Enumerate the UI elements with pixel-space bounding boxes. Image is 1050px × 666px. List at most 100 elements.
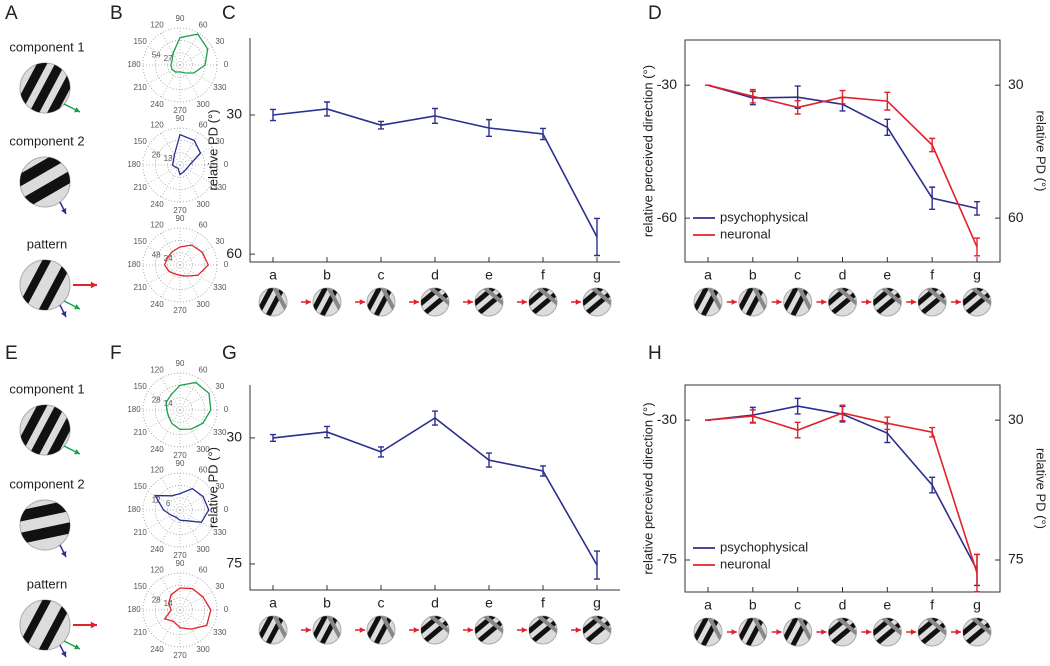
- legend-label: neuronal: [720, 226, 771, 241]
- polar-theta-label: 210: [133, 528, 147, 537]
- polar-theta-label: 30: [215, 237, 224, 246]
- stripe: [738, 288, 762, 316]
- polar-polygon: [165, 381, 212, 431]
- polar-spoke: [161, 477, 181, 511]
- x-tick-label: a: [704, 267, 712, 283]
- arrow-head: [731, 629, 737, 635]
- stripe: [529, 288, 557, 316]
- panel-letter: G: [222, 343, 237, 364]
- polar-theta-label: 120: [150, 120, 164, 129]
- x-tick-label: c: [378, 267, 385, 283]
- stripe: [529, 288, 557, 316]
- error-bar: [884, 91, 891, 111]
- polar-spoke: [147, 509, 181, 529]
- y2-tick-label: 60: [1008, 209, 1024, 225]
- polar-spoke: [179, 132, 199, 166]
- error-bar: [270, 108, 276, 122]
- arrow-head: [521, 627, 527, 633]
- stripe: [744, 618, 767, 646]
- arrow-head: [74, 449, 80, 455]
- polar-theta-label: 300: [196, 200, 210, 209]
- stripe: [873, 618, 902, 646]
- error-bar: [749, 88, 756, 104]
- polar-theta-label: 30: [215, 37, 224, 46]
- polar-theta-label: 150: [133, 237, 147, 246]
- polar-theta-label: 270: [173, 106, 187, 115]
- polar-theta-label: 270: [173, 651, 187, 660]
- polar-theta-label: 240: [150, 200, 164, 209]
- polar-theta-label: 0: [224, 260, 229, 269]
- stripe: [783, 288, 806, 316]
- polar-spoke: [161, 577, 181, 611]
- polar-r-label: 28: [152, 596, 161, 605]
- error-bar: [540, 127, 546, 141]
- arrow-head: [359, 627, 365, 633]
- stripe: [918, 618, 947, 646]
- legend-label: neuronal: [720, 556, 771, 571]
- error-bar: [432, 410, 438, 426]
- stripe: [475, 616, 503, 644]
- error-bar: [884, 118, 891, 136]
- error-bar: [749, 409, 756, 423]
- stripe: [694, 618, 717, 646]
- error-bar: [486, 452, 492, 468]
- y-tick-label: -30: [657, 76, 677, 92]
- stripe: [583, 288, 611, 316]
- panel-letter: D: [648, 3, 662, 24]
- polar-spoke: [161, 264, 181, 298]
- arrow-head: [866, 629, 872, 635]
- polar-r-label: 14: [164, 399, 173, 408]
- polar-polygon: [153, 487, 210, 523]
- polar-spoke: [147, 164, 181, 184]
- x-tick-label: b: [749, 267, 757, 283]
- polar-spoke: [179, 391, 213, 411]
- arrow-head: [776, 299, 782, 305]
- stripe: [529, 616, 557, 644]
- polar-theta-label: 0: [224, 160, 229, 169]
- stripe: [20, 63, 61, 113]
- stripe: [373, 616, 395, 644]
- stimulus-label: pattern: [27, 236, 67, 251]
- arrow-head: [305, 299, 311, 305]
- polar-theta-label: 180: [127, 260, 141, 269]
- polar-r-label: 13: [164, 154, 173, 163]
- polar-theta-label: 30: [215, 382, 224, 391]
- stimulus-label: component 1: [9, 39, 84, 54]
- y2-tick-label: 30: [1008, 411, 1024, 427]
- stimulus-label: component 2: [9, 476, 84, 491]
- polar-theta-label: 30: [215, 482, 224, 491]
- polar-spoke: [179, 264, 213, 284]
- polar-spoke: [179, 491, 213, 511]
- polar-spoke: [161, 64, 181, 98]
- polar-spoke: [161, 377, 181, 411]
- legend-label: psychophysical: [720, 539, 808, 554]
- polar-spoke: [179, 577, 199, 611]
- polar-theta-label: 60: [199, 465, 208, 474]
- x-tick-label: a: [269, 267, 277, 283]
- error-bar: [974, 553, 980, 593]
- arrow-head: [61, 311, 67, 317]
- arrow-head: [413, 299, 419, 305]
- stripe: [33, 63, 70, 113]
- polar-theta-label: 30: [215, 582, 224, 591]
- polar-theta-label: 120: [150, 220, 164, 229]
- polar-theta-label: 60: [199, 220, 208, 229]
- polar-spoke: [147, 64, 181, 84]
- error-bar: [929, 186, 936, 210]
- polar-theta-label: 300: [196, 445, 210, 454]
- legend-label: psychophysical: [720, 209, 808, 224]
- error-bar: [378, 446, 384, 458]
- stripe: [583, 288, 611, 316]
- y-axis-label: relative perceived direction (°): [640, 402, 655, 574]
- polar-theta-label: 150: [133, 482, 147, 491]
- polar-theta-label: 90: [176, 559, 185, 568]
- error-bar: [839, 89, 846, 105]
- polar-spoke: [179, 164, 213, 184]
- polar-theta-label: 0: [224, 405, 229, 414]
- arrow-head: [61, 208, 67, 214]
- arrow-head: [521, 299, 527, 305]
- error-bar: [432, 107, 438, 125]
- polar-spoke: [179, 509, 213, 529]
- stripe: [918, 288, 947, 316]
